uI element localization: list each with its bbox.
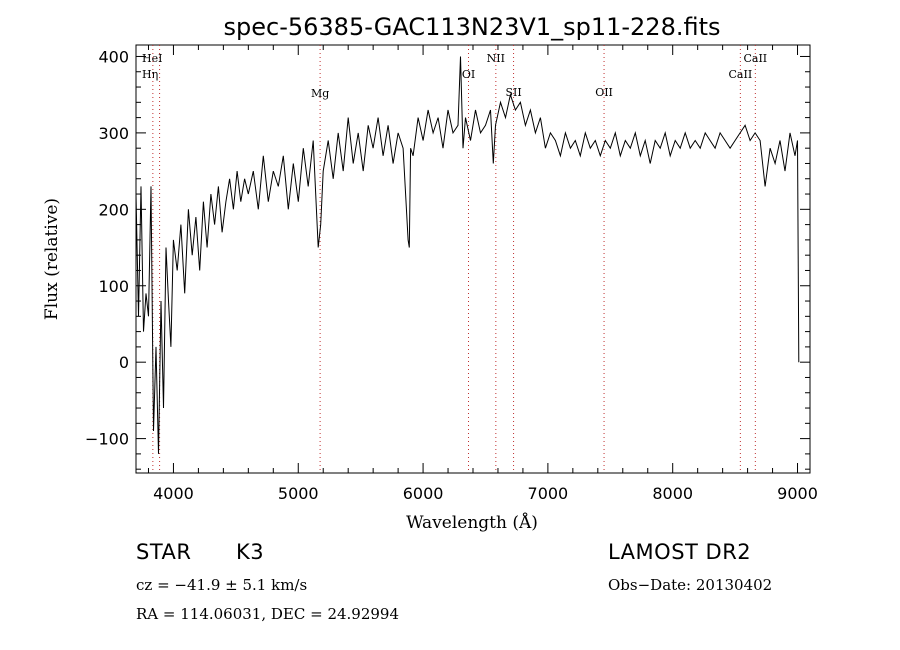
x-tick-label: 7000	[528, 484, 569, 503]
x-tick-label: 4000	[153, 484, 194, 503]
spectral-line-label: CaII	[729, 68, 753, 81]
spectral-line-label: NII	[487, 52, 505, 65]
y-tick-label: 0	[119, 353, 129, 372]
spectral-line-label: CaII	[743, 52, 767, 65]
coordinates: RA = 114.06031, DEC = 24.92994	[136, 605, 400, 623]
y-tick-label: 300	[98, 124, 129, 143]
x-tick-label: 5000	[278, 484, 319, 503]
chart-title: spec-56385-GAC113N23V1_sp11-228.fits	[224, 13, 721, 41]
object-subclass: K3	[236, 540, 265, 564]
spectral-line-label: OI	[462, 68, 475, 81]
spectrum-chart: spec-56385-GAC113N23V1_sp11-228.fits 400…	[42, 13, 818, 533]
spectral-line-label: Mg	[311, 87, 329, 100]
spectral-line-label: SII	[505, 86, 521, 99]
y-axis-label: Flux (relative)	[42, 198, 62, 320]
spectral-line-label: Hη	[142, 68, 158, 81]
plot-frame	[135, 44, 811, 474]
spectrum-line	[135, 56, 800, 454]
survey-label: LAMOST DR2	[608, 540, 752, 564]
y-tick-label: 100	[98, 277, 129, 296]
y-tick-label: 400	[98, 47, 129, 66]
x-tick-label: 9000	[777, 484, 818, 503]
x-tick-label: 6000	[403, 484, 444, 503]
spectral-line-label: HeI	[142, 52, 162, 65]
y-tick-label: −100	[85, 430, 129, 449]
redshift-value: cz = −41.9 ± 5.1 km/s	[136, 576, 308, 594]
x-tick-label: 8000	[652, 484, 693, 503]
axis-tick-labels: 4000 5000 6000 7000 8000 9000 −100 0 100 200 300 40…	[85, 47, 818, 503]
spectral-line-label: OII	[595, 86, 613, 99]
spectral-line-markers: HeI Hη Mg OI NII SII OII CaII CaII	[142, 45, 767, 473]
y-tick-label: 200	[98, 200, 129, 219]
observation-date: Obs−Date: 20130402	[608, 576, 773, 594]
object-class: STAR	[136, 540, 192, 564]
x-axis-label: Wavelength (Å)	[406, 512, 538, 533]
axis-ticks	[136, 45, 810, 473]
